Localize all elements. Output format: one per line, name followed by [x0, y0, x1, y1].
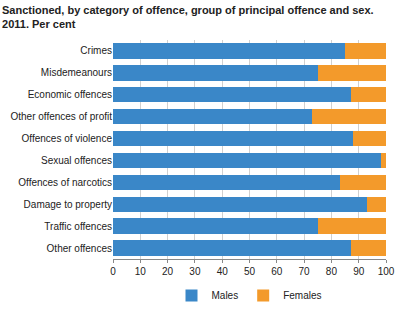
- svg-text:70: 70: [299, 266, 311, 277]
- svg-text:Males: Males: [212, 290, 239, 301]
- svg-text:Crimes: Crimes: [80, 45, 112, 56]
- svg-text:40: 40: [217, 266, 229, 277]
- svg-text:Economic offences: Economic offences: [28, 89, 112, 100]
- svg-text:Sexual offences: Sexual offences: [41, 155, 112, 166]
- svg-text:Other offences of profit: Other offences of profit: [10, 111, 112, 122]
- svg-text:30: 30: [189, 266, 201, 277]
- svg-text:Damage to property: Damage to property: [24, 199, 112, 210]
- svg-text:Misdemeanours: Misdemeanours: [41, 67, 112, 78]
- svg-text:Other offences: Other offences: [47, 243, 112, 254]
- svg-text:Sanctioned, by category of off: Sanctioned, by category of offence, grou…: [2, 4, 374, 30]
- svg-text:Offences of violence: Offences of violence: [22, 133, 113, 144]
- svg-text:100: 100: [378, 266, 395, 277]
- svg-text:50: 50: [244, 266, 256, 277]
- svg-text:80: 80: [326, 266, 338, 277]
- svg-text:20: 20: [162, 266, 174, 277]
- svg-text:0: 0: [110, 266, 116, 277]
- svg-text:Traffic offences: Traffic offences: [44, 221, 112, 232]
- svg-text:10: 10: [135, 266, 147, 277]
- svg-text:90: 90: [353, 266, 365, 277]
- svg-text:Females: Females: [283, 290, 321, 301]
- svg-text:Offences of narcotics: Offences of narcotics: [18, 177, 112, 188]
- svg-text:60: 60: [271, 266, 283, 277]
